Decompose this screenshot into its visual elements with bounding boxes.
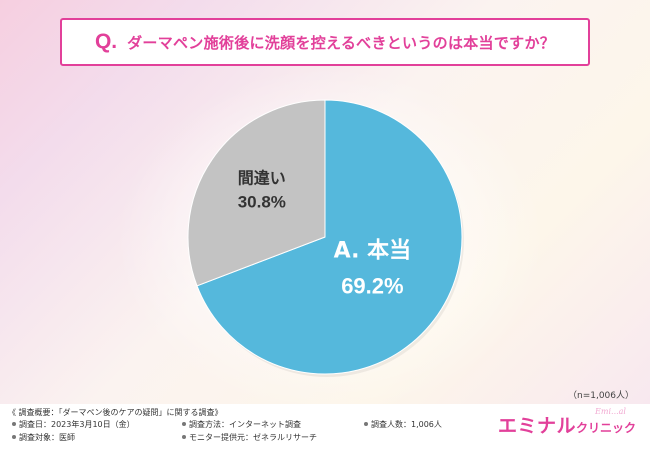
bullet-icon — [364, 422, 368, 426]
survey-title: 《 調査概要：「ダーマペン後のケアの疑問」に関する調査》 — [8, 408, 223, 417]
slice-value-2: 30.8% — [238, 192, 286, 211]
question-banner: Q. ダーマペン施術後に洗顔を控えるべきというのは本当ですか？ — [60, 18, 590, 66]
slice-label-1: A. 本当 — [334, 239, 411, 264]
survey-count-text: 調査人数：1,006人 — [371, 420, 442, 429]
question-text: ダーマペン施術後に洗顔を控えるべきというのは本当ですか？ — [127, 33, 556, 52]
survey-provider: モニター提供元：ゼネラルリサーチ — [182, 432, 317, 443]
pie-slice-1 — [196, 99, 463, 375]
bullet-icon — [12, 422, 16, 426]
survey-method-text: 調査方法：インターネット調査 — [189, 420, 301, 429]
question-prefix: Q. — [94, 30, 118, 53]
survey-date: 調査日：2023年3月10日（金） — [12, 419, 135, 430]
brand-main: エミナル — [497, 415, 576, 437]
survey-date-text: 調査日：2023年3月10日（金） — [19, 420, 135, 429]
slice-value-1: 69.2% — [341, 274, 403, 299]
bullet-icon — [12, 435, 16, 439]
survey-target-text: 調査対象：医師 — [19, 433, 75, 442]
survey-provider-text: モニター提供元：ゼネラルリサーチ — [189, 433, 317, 442]
brand-tagline: Emi...al — [595, 407, 626, 416]
survey-method: 調査方法：インターネット調査 — [182, 419, 301, 430]
bullet-icon — [182, 422, 186, 426]
brand-sub: クリニック — [575, 421, 636, 435]
survey-footer: 《 調査概要：「ダーマペン後のケアの疑問」に関する調査》 調査日：2023年3月… — [0, 404, 650, 450]
brand-logo: エミナルクリニック — [498, 411, 636, 438]
survey-count: 調査人数：1,006人 — [364, 419, 442, 430]
slice-label-2: 間違い — [238, 168, 286, 187]
pie-slice-2 — [187, 99, 326, 287]
sample-size: （n=1,006人） — [567, 391, 634, 401]
bullet-icon — [182, 435, 186, 439]
survey-target: 調査対象：医師 — [12, 432, 75, 443]
